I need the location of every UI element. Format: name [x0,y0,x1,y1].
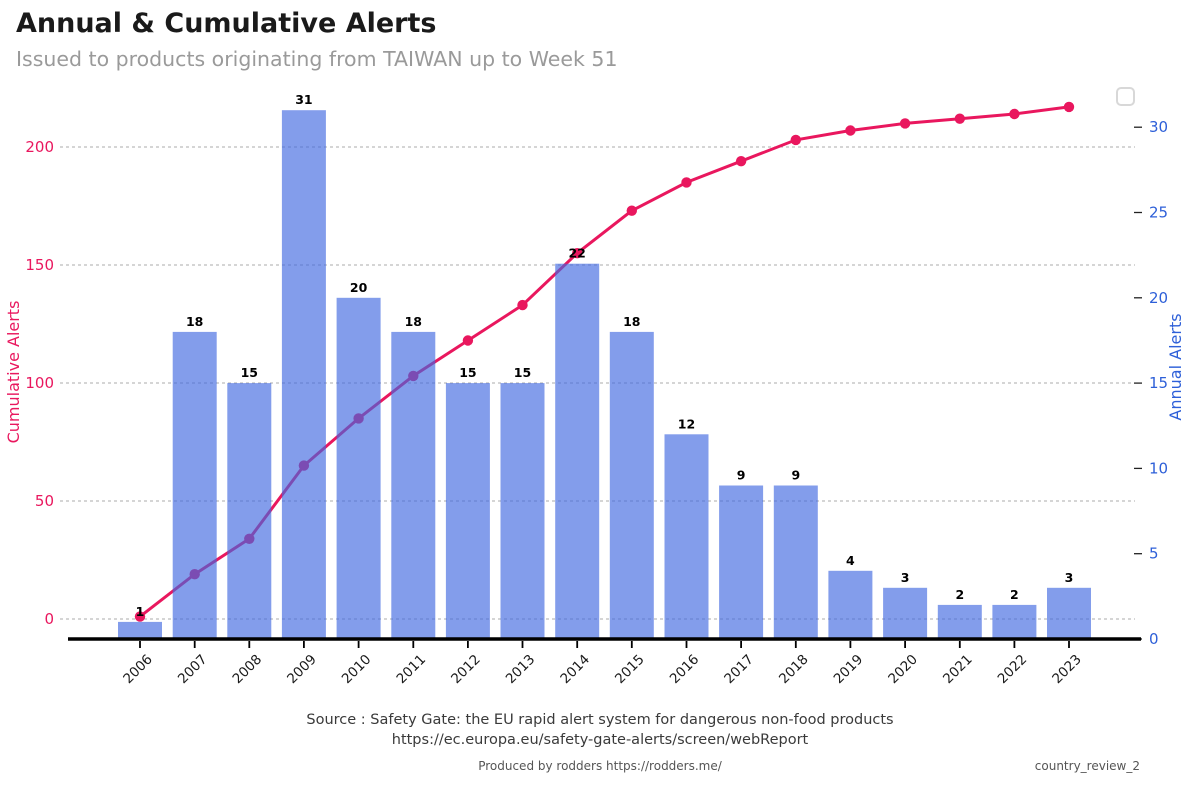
legend-box [1116,87,1135,106]
x-label-2013: 2013 [503,652,539,688]
right-axis-title: Annual Alerts [1166,313,1185,420]
x-label-2018: 2018 [776,652,812,688]
bar-label-2022: 2 [1010,587,1019,602]
x-label-2012: 2012 [448,652,484,688]
bar-2011 [391,331,436,639]
bar-label-2011: 18 [405,314,422,329]
bar-2006 [118,621,162,639]
bar-label-2014: 22 [568,246,585,261]
bar-label-2008: 15 [241,365,258,380]
bar-2009 [281,110,326,639]
right-axis-tick-30: 30 [1149,118,1168,136]
bar-2007 [172,331,217,639]
source-attribution: Source : Safety Gate: the EU rapid alert… [306,712,894,728]
bar-label-2021: 2 [955,587,964,602]
produced-by-credit: Produced by rodders https://rodders.me/ [478,759,722,773]
bar-2012 [445,383,490,639]
cumulative-marker-2012 [462,335,474,346]
bar-2023 [1047,587,1091,639]
left-axis-tick-50: 50 [35,492,54,510]
left-axis-tick-150: 150 [25,256,54,274]
bar-2018 [773,485,818,639]
x-label-2019: 2019 [831,652,867,688]
x-label-2016: 2016 [667,652,703,688]
bar-label-2016: 12 [678,416,695,431]
cumulative-marker-2019 [845,125,856,136]
bar-label-2010: 20 [350,280,368,295]
x-label-2023: 2023 [1049,652,1085,688]
right-axis-tick-10: 10 [1149,459,1168,477]
cumulative-marker-2016 [681,177,692,188]
document-id: country_review_2 [1034,759,1140,773]
x-label-2022: 2022 [995,652,1031,688]
bar-label-2015: 18 [623,314,640,329]
bar-2020 [883,587,928,639]
bar-2017 [719,485,764,639]
x-label-2007: 2007 [175,652,211,688]
bar-2019 [828,570,873,639]
bar-2015 [609,331,654,639]
left-axis-tick-200: 200 [25,138,54,156]
source-url: https://ec.europa.eu/safety-gate-alerts/… [391,732,809,748]
left-axis-tick-0: 0 [44,610,54,628]
right-axis-tick-20: 20 [1149,289,1168,307]
cumulative-marker-2018 [790,134,801,146]
cumulative-marker-2013 [517,299,528,311]
right-axis-tick-25: 25 [1149,204,1168,222]
left-axis-tick-100: 100 [25,374,54,392]
cumulative-marker-2020 [899,118,911,129]
cumulative-marker-2015 [626,205,637,216]
cumulative-marker-2023 [1063,101,1075,113]
right-axis-tick-15: 15 [1149,374,1168,392]
bar-2013 [500,383,545,639]
x-label-2021: 2021 [940,652,976,688]
cumulative-marker-2022 [1009,108,1020,120]
x-label-2017: 2017 [721,652,757,688]
bar-label-2017: 9 [737,468,746,483]
bar-label-2006: 1 [136,604,145,619]
left-axis-title: Cumulative Alerts [4,301,23,444]
cumulative-marker-2017 [735,156,747,167]
bar-label-2023: 3 [1065,570,1074,585]
bar-label-2018: 9 [791,468,800,483]
bar-2008 [227,383,272,639]
right-axis-tick-0: 0 [1149,630,1159,648]
bar-label-2007: 18 [186,314,203,329]
cumulative-marker-2014 [572,248,583,259]
x-label-2008: 2008 [230,652,266,688]
bar-label-2020: 3 [901,570,910,585]
x-label-2014: 2014 [557,652,593,688]
page-title: Annual & Cumulative Alerts [16,8,437,39]
x-label-2009: 2009 [284,652,320,688]
x-label-2011: 2011 [394,652,430,688]
bar-2010 [336,297,381,639]
cumulative-line [139,105,1070,618]
cumulative-marker-2021 [954,113,965,124]
page-subtitle: Issued to products originating from TAIW… [16,47,618,71]
bar-2014 [555,263,600,639]
x-label-2020: 2020 [885,652,921,688]
bar-2016 [664,434,709,639]
bar-2022 [992,604,1037,639]
bar-label-2013: 15 [514,365,531,380]
x-label-2010: 2010 [339,652,375,688]
bar-label-2009: 31 [295,92,312,107]
x-label-2015: 2015 [612,652,648,688]
bar-2021 [937,604,982,639]
cumulative-marker-2006 [134,611,146,622]
bar-label-2019: 4 [846,553,855,568]
x-label-2006: 2006 [120,652,156,688]
right-axis-tick-5: 5 [1149,545,1159,563]
bar-label-2012: 15 [459,365,476,380]
